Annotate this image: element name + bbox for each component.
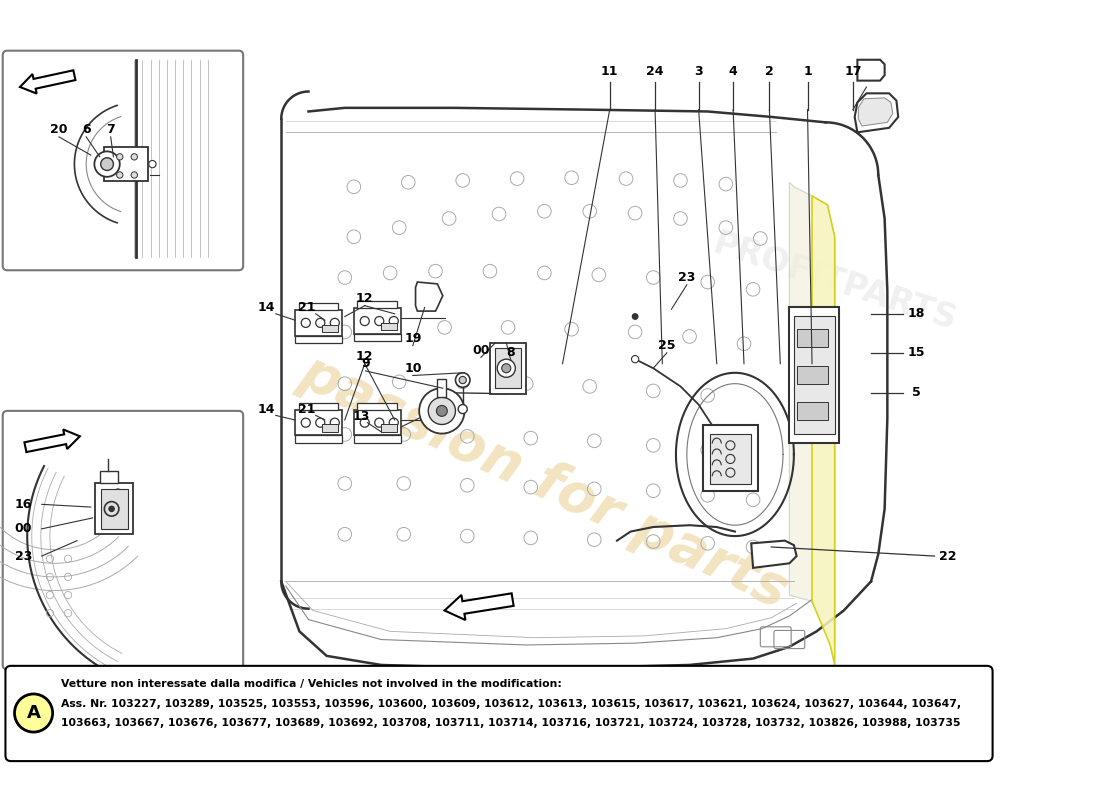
Text: 22: 22: [939, 550, 957, 562]
Circle shape: [459, 377, 466, 384]
Circle shape: [117, 154, 123, 160]
Bar: [710, 434, 751, 484]
Circle shape: [428, 398, 455, 425]
Bar: [322, 325, 339, 332]
Text: 13: 13: [352, 410, 370, 423]
Text: 16: 16: [15, 498, 32, 511]
Polygon shape: [855, 94, 899, 132]
Text: 1: 1: [803, 65, 812, 78]
Text: 23: 23: [678, 271, 695, 284]
Text: 5: 5: [912, 386, 921, 399]
Bar: [295, 435, 342, 442]
Circle shape: [109, 506, 114, 511]
Text: 11: 11: [601, 65, 618, 78]
Text: 4: 4: [728, 65, 737, 78]
Bar: [381, 425, 397, 432]
Bar: [322, 425, 339, 432]
Text: PROFITPARTS: PROFITPARTS: [708, 227, 961, 337]
Bar: [295, 310, 342, 335]
Bar: [796, 402, 828, 420]
Bar: [354, 334, 402, 341]
Text: Vetture non interessate dalla modifica / Vehicles not involved in the modificati: Vetture non interessate dalla modifica /…: [60, 679, 562, 689]
Circle shape: [14, 694, 53, 732]
FancyBboxPatch shape: [2, 411, 243, 670]
Text: 2: 2: [764, 65, 773, 78]
Circle shape: [117, 172, 123, 178]
Text: 21: 21: [298, 402, 316, 415]
Polygon shape: [858, 98, 893, 126]
Text: 15: 15: [908, 346, 925, 359]
Circle shape: [632, 314, 638, 319]
Text: 8: 8: [506, 346, 515, 359]
Polygon shape: [790, 182, 835, 645]
Bar: [796, 366, 828, 384]
Text: 12: 12: [356, 292, 374, 305]
Text: 7: 7: [107, 123, 116, 136]
Bar: [354, 308, 402, 334]
Bar: [298, 303, 339, 310]
Circle shape: [502, 364, 510, 373]
Bar: [295, 410, 342, 435]
Bar: [96, 483, 133, 534]
Bar: [100, 470, 118, 483]
FancyBboxPatch shape: [2, 50, 243, 270]
Polygon shape: [444, 594, 514, 620]
Bar: [796, 330, 828, 347]
Polygon shape: [20, 70, 76, 94]
Circle shape: [101, 158, 113, 170]
Bar: [354, 410, 402, 435]
Polygon shape: [812, 196, 835, 665]
Circle shape: [131, 154, 138, 160]
Polygon shape: [438, 379, 447, 398]
Circle shape: [95, 151, 120, 177]
Bar: [358, 402, 397, 410]
Bar: [104, 147, 147, 182]
Text: passion for parts: passion for parts: [292, 345, 798, 618]
Text: 9: 9: [361, 358, 370, 370]
Text: 00: 00: [472, 343, 490, 357]
Text: 20: 20: [51, 123, 68, 136]
Text: 25: 25: [658, 339, 675, 352]
Text: 6: 6: [81, 123, 90, 136]
Bar: [490, 343, 526, 394]
Circle shape: [419, 388, 464, 434]
Text: 14: 14: [257, 402, 275, 415]
Bar: [298, 402, 339, 410]
Text: 103663, 103667, 103676, 103677, 103689, 103692, 103708, 103711, 103714, 103716, : 103663, 103667, 103676, 103677, 103689, …: [60, 718, 960, 728]
Text: 21: 21: [298, 301, 316, 314]
Circle shape: [148, 161, 156, 168]
Text: Ass. Nr. 103227, 103289, 103525, 103553, 103596, 103600, 103609, 103612, 103613,: Ass. Nr. 103227, 103289, 103525, 103553,…: [60, 699, 961, 709]
Circle shape: [455, 373, 470, 387]
Circle shape: [459, 405, 468, 414]
Text: 17: 17: [844, 65, 861, 78]
FancyBboxPatch shape: [6, 666, 992, 761]
Text: 14: 14: [257, 301, 275, 314]
Text: 18: 18: [908, 307, 925, 320]
Circle shape: [631, 355, 639, 363]
Text: 3: 3: [694, 65, 703, 78]
Text: A: A: [26, 704, 41, 722]
Bar: [495, 348, 520, 388]
Bar: [358, 301, 397, 308]
Text: 19: 19: [404, 332, 421, 345]
Polygon shape: [857, 60, 884, 81]
Text: 00: 00: [14, 522, 32, 535]
Circle shape: [437, 406, 448, 416]
Circle shape: [131, 172, 138, 178]
Bar: [381, 323, 397, 330]
Polygon shape: [24, 430, 80, 452]
Bar: [354, 435, 402, 442]
Bar: [703, 426, 758, 490]
Polygon shape: [416, 282, 443, 311]
Text: 12: 12: [356, 350, 374, 363]
Polygon shape: [751, 541, 796, 568]
Bar: [295, 335, 342, 343]
Text: 23: 23: [15, 550, 32, 562]
Bar: [101, 489, 128, 529]
Bar: [794, 316, 835, 434]
Text: 10: 10: [404, 362, 421, 374]
Bar: [790, 306, 839, 442]
Circle shape: [497, 359, 515, 378]
Text: 24: 24: [647, 65, 663, 78]
